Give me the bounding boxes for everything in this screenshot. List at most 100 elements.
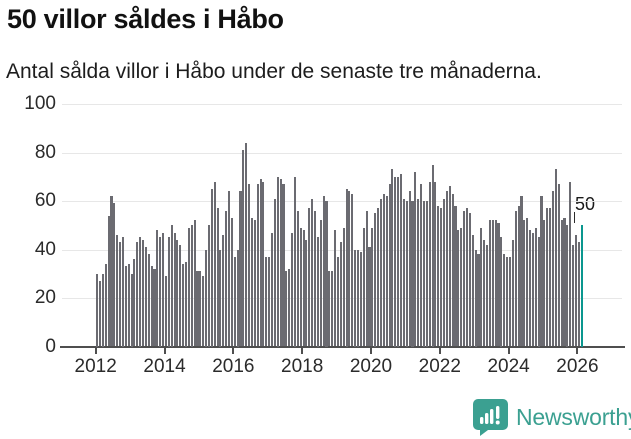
bar	[566, 225, 569, 347]
annotation-latest-value: 50	[575, 194, 596, 214]
x-axis-tick	[232, 347, 235, 354]
x-axis-tick-label: 2020	[349, 356, 393, 377]
bar	[377, 208, 380, 347]
bar	[153, 268, 156, 347]
bar	[523, 220, 526, 347]
bar	[342, 227, 345, 347]
bar	[440, 208, 443, 347]
bar	[279, 179, 282, 347]
bar	[339, 242, 342, 347]
x-axis-tick	[438, 347, 441, 354]
bar	[569, 181, 572, 347]
bar	[156, 230, 159, 347]
bar	[239, 191, 242, 347]
bar	[184, 261, 188, 347]
x-axis-line	[60, 345, 625, 348]
bar	[397, 176, 400, 347]
bar	[574, 234, 577, 347]
bar	[540, 196, 543, 347]
y-axis-tick-label: 0	[45, 335, 56, 357]
bar	[572, 244, 575, 347]
bar	[107, 215, 110, 347]
bar	[268, 256, 271, 347]
bar	[256, 184, 259, 347]
bar	[334, 230, 337, 347]
bar	[425, 201, 428, 347]
bar	[265, 256, 268, 347]
bar	[179, 244, 182, 347]
bar	[382, 193, 385, 347]
bar	[356, 249, 360, 347]
bar	[187, 227, 190, 347]
bar	[262, 181, 265, 347]
bar	[176, 239, 179, 347]
bar	[190, 225, 193, 347]
gridline-y-60	[62, 201, 622, 202]
chart-subtitle: Antal sålda villor i Håbo under de senas…	[6, 60, 542, 83]
bar	[537, 237, 540, 347]
bar	[296, 210, 299, 347]
bar	[408, 191, 411, 347]
bar	[133, 259, 136, 347]
bar	[503, 254, 506, 347]
bar	[276, 176, 279, 347]
bar	[253, 220, 256, 347]
y-axis-tick-label: 40	[34, 238, 56, 260]
bar	[480, 227, 483, 347]
gridline-y-100	[62, 104, 622, 105]
bar	[322, 196, 325, 347]
bar	[345, 188, 348, 347]
bar	[96, 273, 99, 347]
bar	[313, 210, 317, 347]
bar	[557, 184, 560, 347]
bar	[428, 181, 431, 347]
bar	[104, 264, 107, 347]
bar	[316, 237, 319, 347]
bar	[308, 208, 311, 347]
bar	[451, 193, 454, 347]
x-axis-tick	[576, 347, 579, 354]
bar	[420, 184, 423, 347]
bar	[434, 181, 437, 347]
bar	[305, 239, 308, 347]
x-axis-tick	[301, 347, 304, 354]
y-axis-tick-label: 20	[34, 287, 56, 308]
bar	[563, 217, 566, 347]
bar	[457, 230, 460, 347]
bar	[488, 220, 491, 347]
bar	[144, 247, 147, 347]
bar	[164, 276, 167, 347]
bar	[285, 271, 288, 347]
bar	[273, 198, 276, 347]
bar	[325, 201, 328, 347]
bar	[291, 232, 294, 347]
y-axis-tick-label: 60	[34, 190, 56, 211]
bar	[460, 227, 463, 347]
bar	[202, 276, 205, 347]
newsworthy-logo[interactable]: Newsworthy	[472, 398, 631, 436]
x-axis-tick	[369, 347, 372, 354]
bar	[517, 205, 520, 347]
bar	[359, 251, 362, 347]
bar	[414, 171, 417, 347]
bar	[331, 271, 334, 347]
bar	[526, 217, 529, 347]
bar	[445, 191, 448, 347]
bar	[483, 239, 486, 347]
bar	[227, 191, 231, 347]
bar	[222, 234, 225, 347]
bar	[471, 234, 474, 347]
bar	[400, 174, 403, 347]
bar	[230, 217, 233, 347]
bar	[196, 271, 199, 347]
bar	[205, 249, 208, 347]
bar	[465, 208, 469, 347]
bar	[494, 220, 497, 347]
bar	[454, 205, 457, 347]
bar	[448, 186, 451, 347]
x-axis-tick	[507, 347, 510, 354]
bar	[422, 201, 426, 347]
bar	[113, 203, 116, 347]
bar	[531, 232, 534, 347]
bar	[250, 217, 253, 347]
